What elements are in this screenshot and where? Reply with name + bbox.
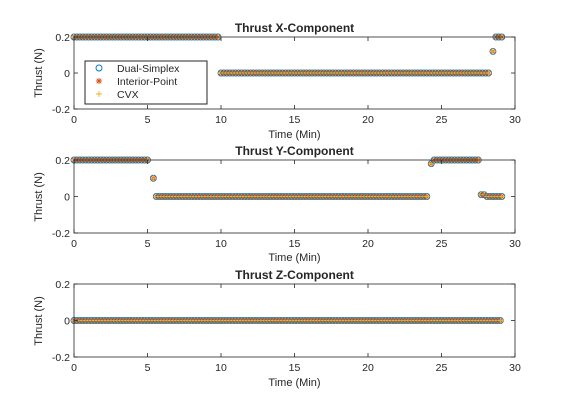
x-tick-label: 0 <box>71 362 77 374</box>
legend-label-dual-simplex: Dual-Simplex <box>117 63 180 75</box>
x-tick-label: 30 <box>509 238 521 250</box>
chart-title: Thrust X-Component <box>235 21 354 35</box>
chart-title: Thrust Z-Component <box>235 268 354 282</box>
data-point <box>149 174 157 182</box>
x-tick-label: 30 <box>509 362 521 374</box>
plot-area <box>70 156 506 200</box>
axes: 0 5 10 15 20 25 30-0.200.2 <box>52 32 521 126</box>
x-tick-label: 0 <box>71 238 77 250</box>
legend-box <box>84 60 208 105</box>
axes: 0 5 10 15 20 25 30-0.200.2 <box>52 279 521 374</box>
cvx-point <box>497 317 504 324</box>
x-axis-label: Time (Min) <box>268 129 320 141</box>
chart-title: Thrust Y-Component <box>235 144 353 158</box>
x-tick-label: 10 <box>215 238 227 250</box>
x-tick-label: 20 <box>362 238 374 250</box>
cvx-point <box>489 48 496 55</box>
x-tick-label: 5 <box>145 238 151 250</box>
x-tick-label: 0 <box>71 114 77 126</box>
y-axis-label: Thrust (N) <box>33 48 45 98</box>
y-tick-label: 0.2 <box>55 32 70 44</box>
y-tick-label: -0.2 <box>52 352 70 364</box>
data-point <box>423 193 431 200</box>
cvx-point <box>150 175 157 182</box>
x-axis-label: Time (Min) <box>268 252 320 264</box>
x-tick-label: 10 <box>215 114 227 126</box>
legend-marker-interior-point <box>96 78 102 84</box>
legend-label-interior-point: Interior-Point <box>117 76 177 88</box>
subplot-thrust-z: Thrust Z-Component Time (Min) Thrust (N)… <box>33 268 521 389</box>
x-tick-label: 15 <box>289 114 301 126</box>
legend-label-cvx: CVX <box>117 89 139 101</box>
legend-marker-dual-simplex <box>95 64 103 72</box>
y-tick-label: 0.2 <box>55 155 70 167</box>
plot-area <box>70 317 504 324</box>
x-tick-label: 25 <box>436 238 448 250</box>
x-tick-label: 15 <box>289 238 301 250</box>
y-tick-label: -0.2 <box>52 104 70 116</box>
x-tick-label: 30 <box>509 114 521 126</box>
x-tick-label: 5 <box>145 114 151 126</box>
subplot-thrust-y: Thrust Y-Component Time (Min) Thrust (N)… <box>33 144 521 264</box>
x-tick-label: 25 <box>436 362 448 374</box>
x-tick-label: 5 <box>145 362 151 374</box>
y-tick-label: 0 <box>64 316 70 328</box>
y-axis-label: Thrust (N) <box>33 172 45 222</box>
legend-circle-icon <box>95 64 103 72</box>
x-axis-label: Time (Min) <box>268 377 320 389</box>
legend-plus-icon <box>96 91 102 97</box>
legend: Dual-Simplex Interior-Point CVX <box>84 60 208 105</box>
y-tick-label: 0.2 <box>55 279 70 291</box>
legend-asterisk-icon <box>96 78 102 84</box>
axes: 0 5 10 15 20 25 30-0.200.2 <box>52 155 521 250</box>
data-point <box>489 47 497 55</box>
y-axis-label: Thrust (N) <box>33 296 45 346</box>
y-tick-label: -0.2 <box>52 228 70 240</box>
data-point <box>496 317 504 324</box>
cvx-point <box>498 193 505 200</box>
cvx-point <box>485 70 492 76</box>
x-tick-label: 20 <box>362 362 374 374</box>
x-tick-label: 25 <box>436 114 448 126</box>
subplot-thrust-x: Thrust X-Component Time (Min) Thrust (N)… <box>33 21 521 141</box>
x-tick-label: 15 <box>289 362 301 374</box>
data-point <box>485 69 492 77</box>
data-point <box>498 193 506 200</box>
y-tick-label: 0 <box>64 68 70 80</box>
x-tick-label: 10 <box>215 362 227 374</box>
legend-marker-cvx <box>96 91 102 97</box>
x-tick-label: 20 <box>362 114 374 126</box>
cvx-point <box>423 193 430 200</box>
y-tick-label: 0 <box>64 192 70 204</box>
